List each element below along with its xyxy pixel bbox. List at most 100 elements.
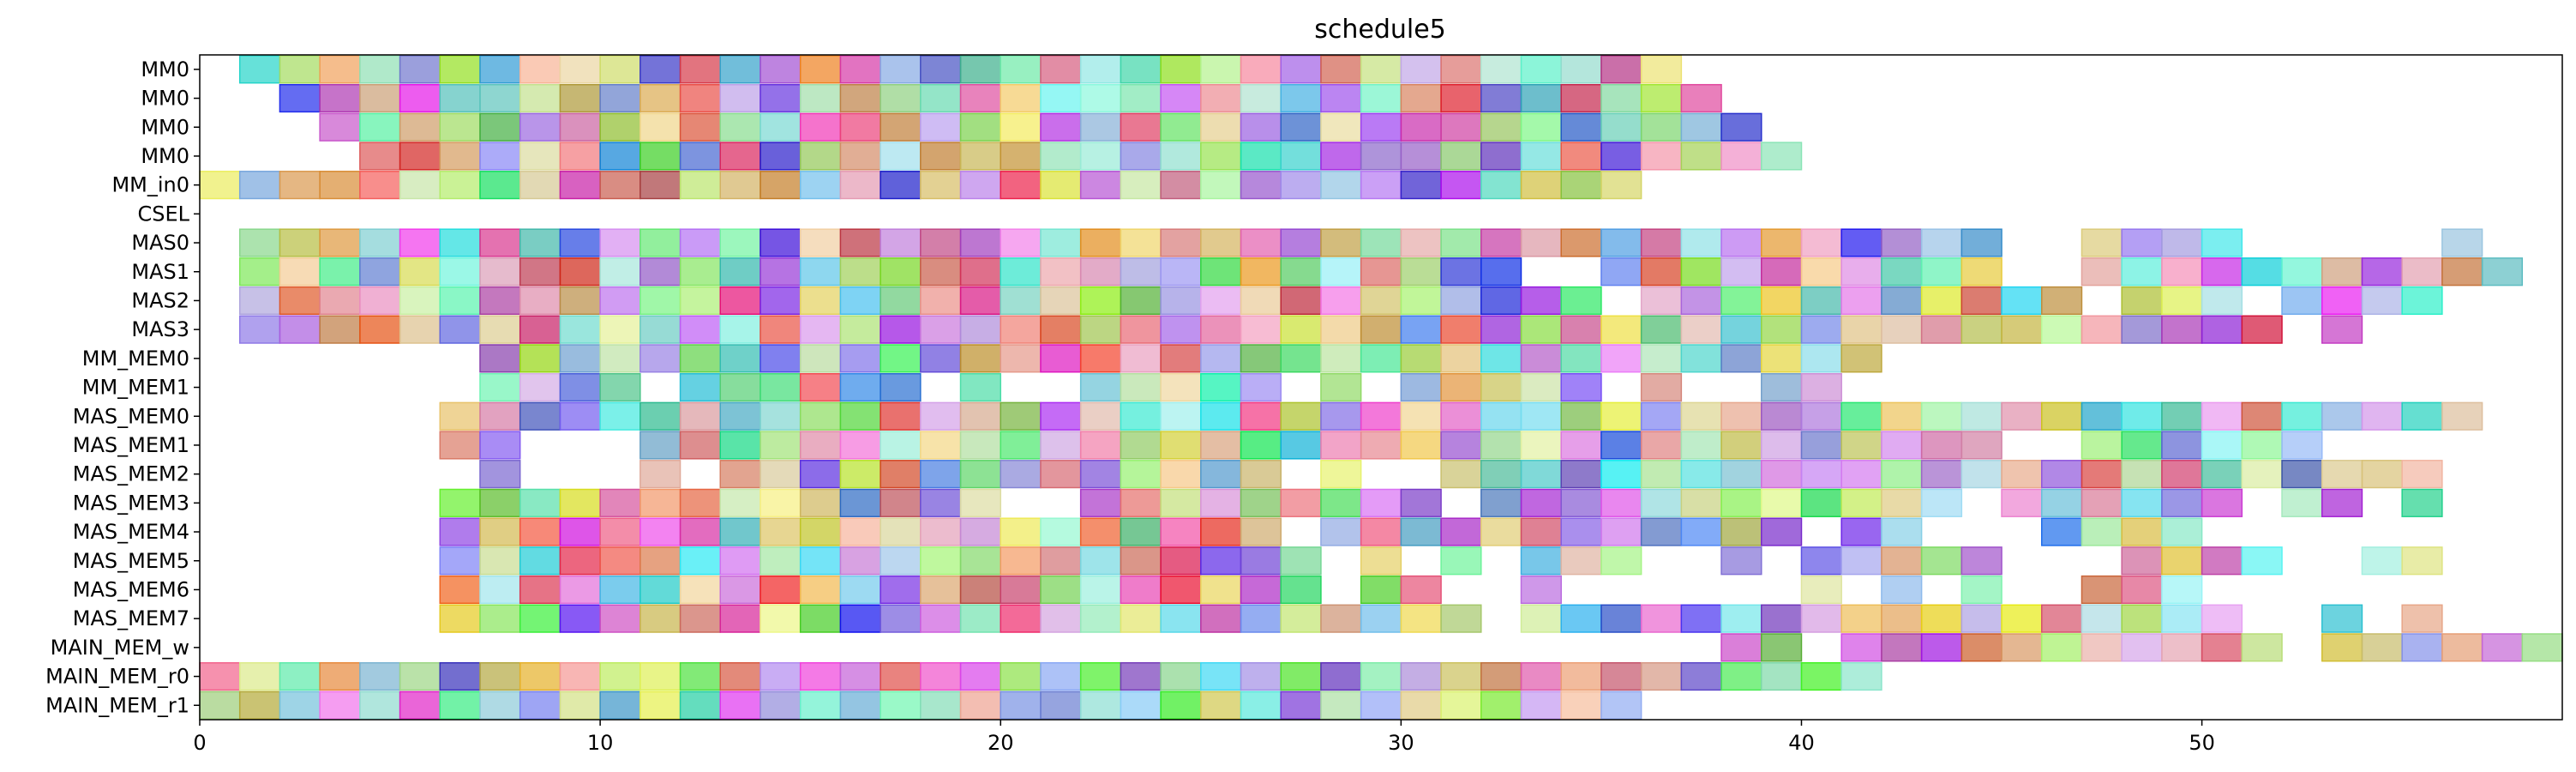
task-bar [238, 257, 281, 286]
task-bar [1320, 460, 1362, 489]
task-bar [479, 575, 521, 605]
task-bar [1440, 401, 1482, 431]
y-tick-label: MAS0 [131, 231, 189, 255]
task-bar [1600, 142, 1642, 171]
task-bar [1400, 401, 1442, 431]
task-bar [1680, 460, 1722, 489]
task-bar [1680, 83, 1722, 113]
y-tick-label: MM_in0 [111, 173, 189, 197]
task-bar [1280, 401, 1322, 431]
task-bar [599, 142, 641, 171]
task-bar [2001, 633, 2043, 662]
task-bar [1761, 517, 1803, 546]
task-bar [1840, 517, 1882, 546]
task-bar [1120, 372, 1162, 402]
task-bar [639, 546, 682, 576]
task-bar [1640, 431, 1683, 460]
task-bar [359, 171, 401, 200]
task-bar [1280, 112, 1322, 142]
task-bar [2121, 488, 2163, 517]
task-bar [599, 286, 641, 316]
task-bar [359, 55, 401, 84]
task-bar [920, 661, 962, 691]
task-bar [1160, 55, 1202, 84]
task-bar [238, 661, 281, 691]
task-bar [880, 488, 922, 517]
task-bar [839, 171, 881, 200]
task-bar [399, 171, 441, 200]
task-bar [1200, 344, 1242, 373]
task-bar [559, 142, 601, 171]
task-bar [1961, 257, 2003, 286]
task-bar [2121, 460, 2163, 489]
task-bar [559, 691, 601, 720]
task-bar [1961, 575, 2003, 605]
task-bar [1480, 372, 1522, 402]
task-bar [238, 55, 281, 84]
task-bar [1120, 691, 1162, 720]
task-bar [1040, 228, 1082, 257]
task-bar [1480, 228, 1522, 257]
task-bar [639, 286, 682, 316]
task-bar [639, 661, 682, 691]
task-bar [1480, 517, 1522, 546]
task-bar [238, 315, 281, 344]
task-bar [1800, 575, 1842, 605]
task-bar [1360, 315, 1402, 344]
task-bar [1520, 517, 1562, 546]
task-bar [319, 661, 361, 691]
task-bar [359, 661, 401, 691]
task-bar [479, 257, 521, 286]
task-bar [2121, 228, 2163, 257]
task-bar [1120, 575, 1162, 605]
task-bar [599, 604, 641, 633]
task-bar [2441, 228, 2483, 257]
task-bar [2121, 257, 2163, 286]
task-bar [959, 142, 1001, 171]
task-bar [1800, 344, 1842, 373]
task-bar [1560, 517, 1602, 546]
x-tick-label: 20 [988, 731, 1014, 755]
task-bar [839, 344, 881, 373]
task-bar [959, 575, 1001, 605]
task-bar [1320, 401, 1362, 431]
task-bar [959, 228, 1001, 257]
task-bar [519, 344, 561, 373]
task-bar [439, 286, 481, 316]
task-bar [1240, 488, 1282, 517]
task-bar [1480, 257, 1522, 286]
task-bar [1079, 112, 1122, 142]
task-bar [799, 488, 842, 517]
task-bar [359, 142, 401, 171]
task-bar [1920, 546, 1963, 576]
task-bar [1320, 517, 1362, 546]
task-bar [399, 142, 441, 171]
task-bar [2001, 401, 2043, 431]
task-bar [1560, 661, 1602, 691]
task-bar [1240, 431, 1282, 460]
task-bar [1079, 546, 1122, 576]
task-bar [439, 171, 481, 200]
task-bar [1520, 344, 1562, 373]
task-bar [1720, 517, 1762, 546]
task-bar [1961, 604, 2003, 633]
y-tick-label: MM0 [141, 87, 189, 111]
task-bar [2121, 286, 2163, 316]
task-bar [319, 83, 361, 113]
task-bar [1240, 691, 1282, 720]
task-bar [1961, 546, 2003, 576]
task-bar [1160, 401, 1202, 431]
task-bar [1360, 661, 1402, 691]
task-bar [1240, 55, 1282, 84]
task-bar [2081, 228, 2123, 257]
task-bar [1761, 604, 1803, 633]
task-bar [399, 83, 441, 113]
task-bar [1761, 257, 1803, 286]
task-bar [2121, 604, 2163, 633]
task-bar [1079, 344, 1122, 373]
task-bar [439, 575, 481, 605]
task-bar [839, 460, 881, 489]
task-bar [1040, 257, 1082, 286]
task-bar [279, 691, 321, 720]
task-bar [1120, 315, 1162, 344]
